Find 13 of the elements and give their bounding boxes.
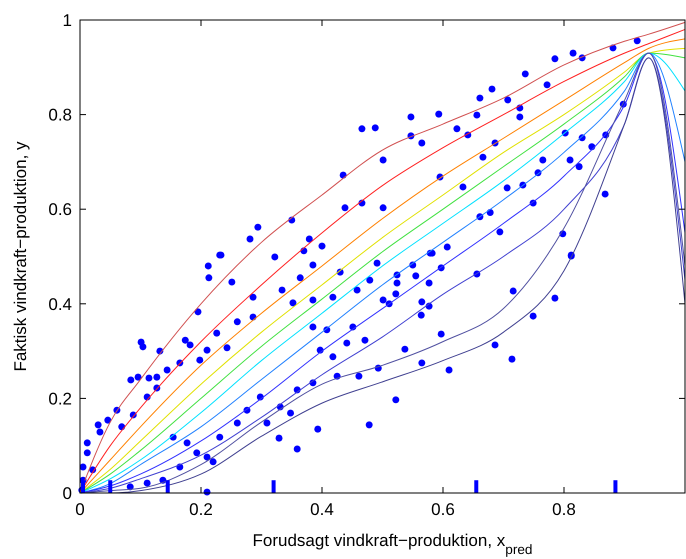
y-tick-label: 0.6 [48, 200, 72, 220]
y-tick-label: 1 [62, 10, 72, 30]
y-tick-label: 0.8 [48, 106, 72, 125]
y-tick-label: 0 [62, 484, 72, 503]
x-tick-label: 0.4 [310, 500, 334, 519]
y-tick-label: 0.2 [48, 389, 72, 408]
x-tick-label: 0 [75, 500, 85, 519]
x-tick-label: 0.2 [189, 500, 213, 519]
y-axis-title: Faktisk vindkraft−produktion, y [11, 140, 30, 372]
x-tick-label: 0.6 [431, 500, 455, 519]
x-axis-title: Forudsagt vindkraft−produktion, x$_{pred}$ [252, 531, 532, 556]
x-tick-label: 0.8 [552, 500, 576, 519]
y-tick-label: 0.4 [48, 294, 72, 314]
